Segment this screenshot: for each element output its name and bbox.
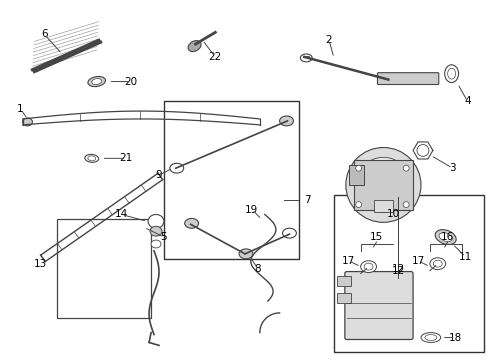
Ellipse shape [429, 258, 445, 270]
Ellipse shape [184, 219, 198, 228]
Bar [373, 200, 392, 212]
Circle shape [402, 202, 408, 208]
Text: 17: 17 [342, 256, 355, 266]
Text: 18: 18 [448, 333, 461, 342]
Text: 2: 2 [325, 35, 332, 45]
Text: 19: 19 [245, 204, 258, 215]
Circle shape [368, 170, 397, 200]
Ellipse shape [188, 41, 201, 51]
Circle shape [345, 148, 420, 222]
Ellipse shape [169, 163, 183, 173]
Ellipse shape [148, 215, 163, 228]
Text: 4: 4 [463, 96, 470, 106]
Ellipse shape [360, 261, 376, 273]
Ellipse shape [300, 54, 311, 62]
Text: 11: 11 [458, 252, 471, 262]
Text: 10: 10 [386, 210, 399, 220]
Circle shape [402, 165, 408, 171]
Ellipse shape [420, 333, 440, 342]
Text: 7: 7 [304, 195, 310, 205]
Ellipse shape [85, 154, 99, 162]
Text: 20: 20 [124, 77, 138, 86]
Circle shape [355, 165, 361, 171]
Text: 13: 13 [34, 259, 47, 269]
Ellipse shape [438, 233, 451, 242]
Text: 9: 9 [155, 170, 162, 180]
Text: 14: 14 [115, 210, 128, 220]
Text: 1: 1 [17, 104, 24, 114]
Text: 15: 15 [369, 232, 382, 242]
Ellipse shape [22, 118, 32, 126]
Text: 5: 5 [160, 232, 167, 242]
Bar [353, 160, 412, 210]
Circle shape [355, 157, 410, 212]
FancyBboxPatch shape [377, 73, 438, 85]
Bar [336, 293, 350, 303]
Ellipse shape [279, 116, 293, 126]
Bar [333, 195, 483, 352]
Ellipse shape [150, 226, 162, 236]
Text: 12: 12 [391, 264, 404, 274]
Ellipse shape [282, 228, 296, 238]
Ellipse shape [432, 260, 441, 267]
Ellipse shape [364, 263, 372, 270]
Bar [57, 219, 151, 318]
Text: 17: 17 [410, 256, 424, 266]
Text: 12: 12 [391, 266, 404, 276]
Ellipse shape [444, 65, 458, 82]
Bar [336, 276, 350, 286]
Ellipse shape [424, 334, 436, 341]
Bar [163, 101, 299, 259]
Text: 22: 22 [208, 52, 222, 62]
Ellipse shape [239, 249, 252, 259]
Text: 16: 16 [440, 232, 453, 242]
Ellipse shape [88, 76, 105, 87]
Text: 8: 8 [254, 264, 261, 274]
Ellipse shape [92, 78, 102, 85]
Ellipse shape [88, 156, 96, 161]
FancyBboxPatch shape [344, 271, 412, 339]
Circle shape [355, 202, 361, 208]
Ellipse shape [151, 240, 161, 248]
Bar [348, 165, 363, 185]
Ellipse shape [447, 68, 455, 79]
Text: 21: 21 [120, 153, 133, 163]
Text: 6: 6 [41, 29, 47, 39]
Ellipse shape [434, 230, 455, 244]
Text: 3: 3 [448, 163, 455, 173]
